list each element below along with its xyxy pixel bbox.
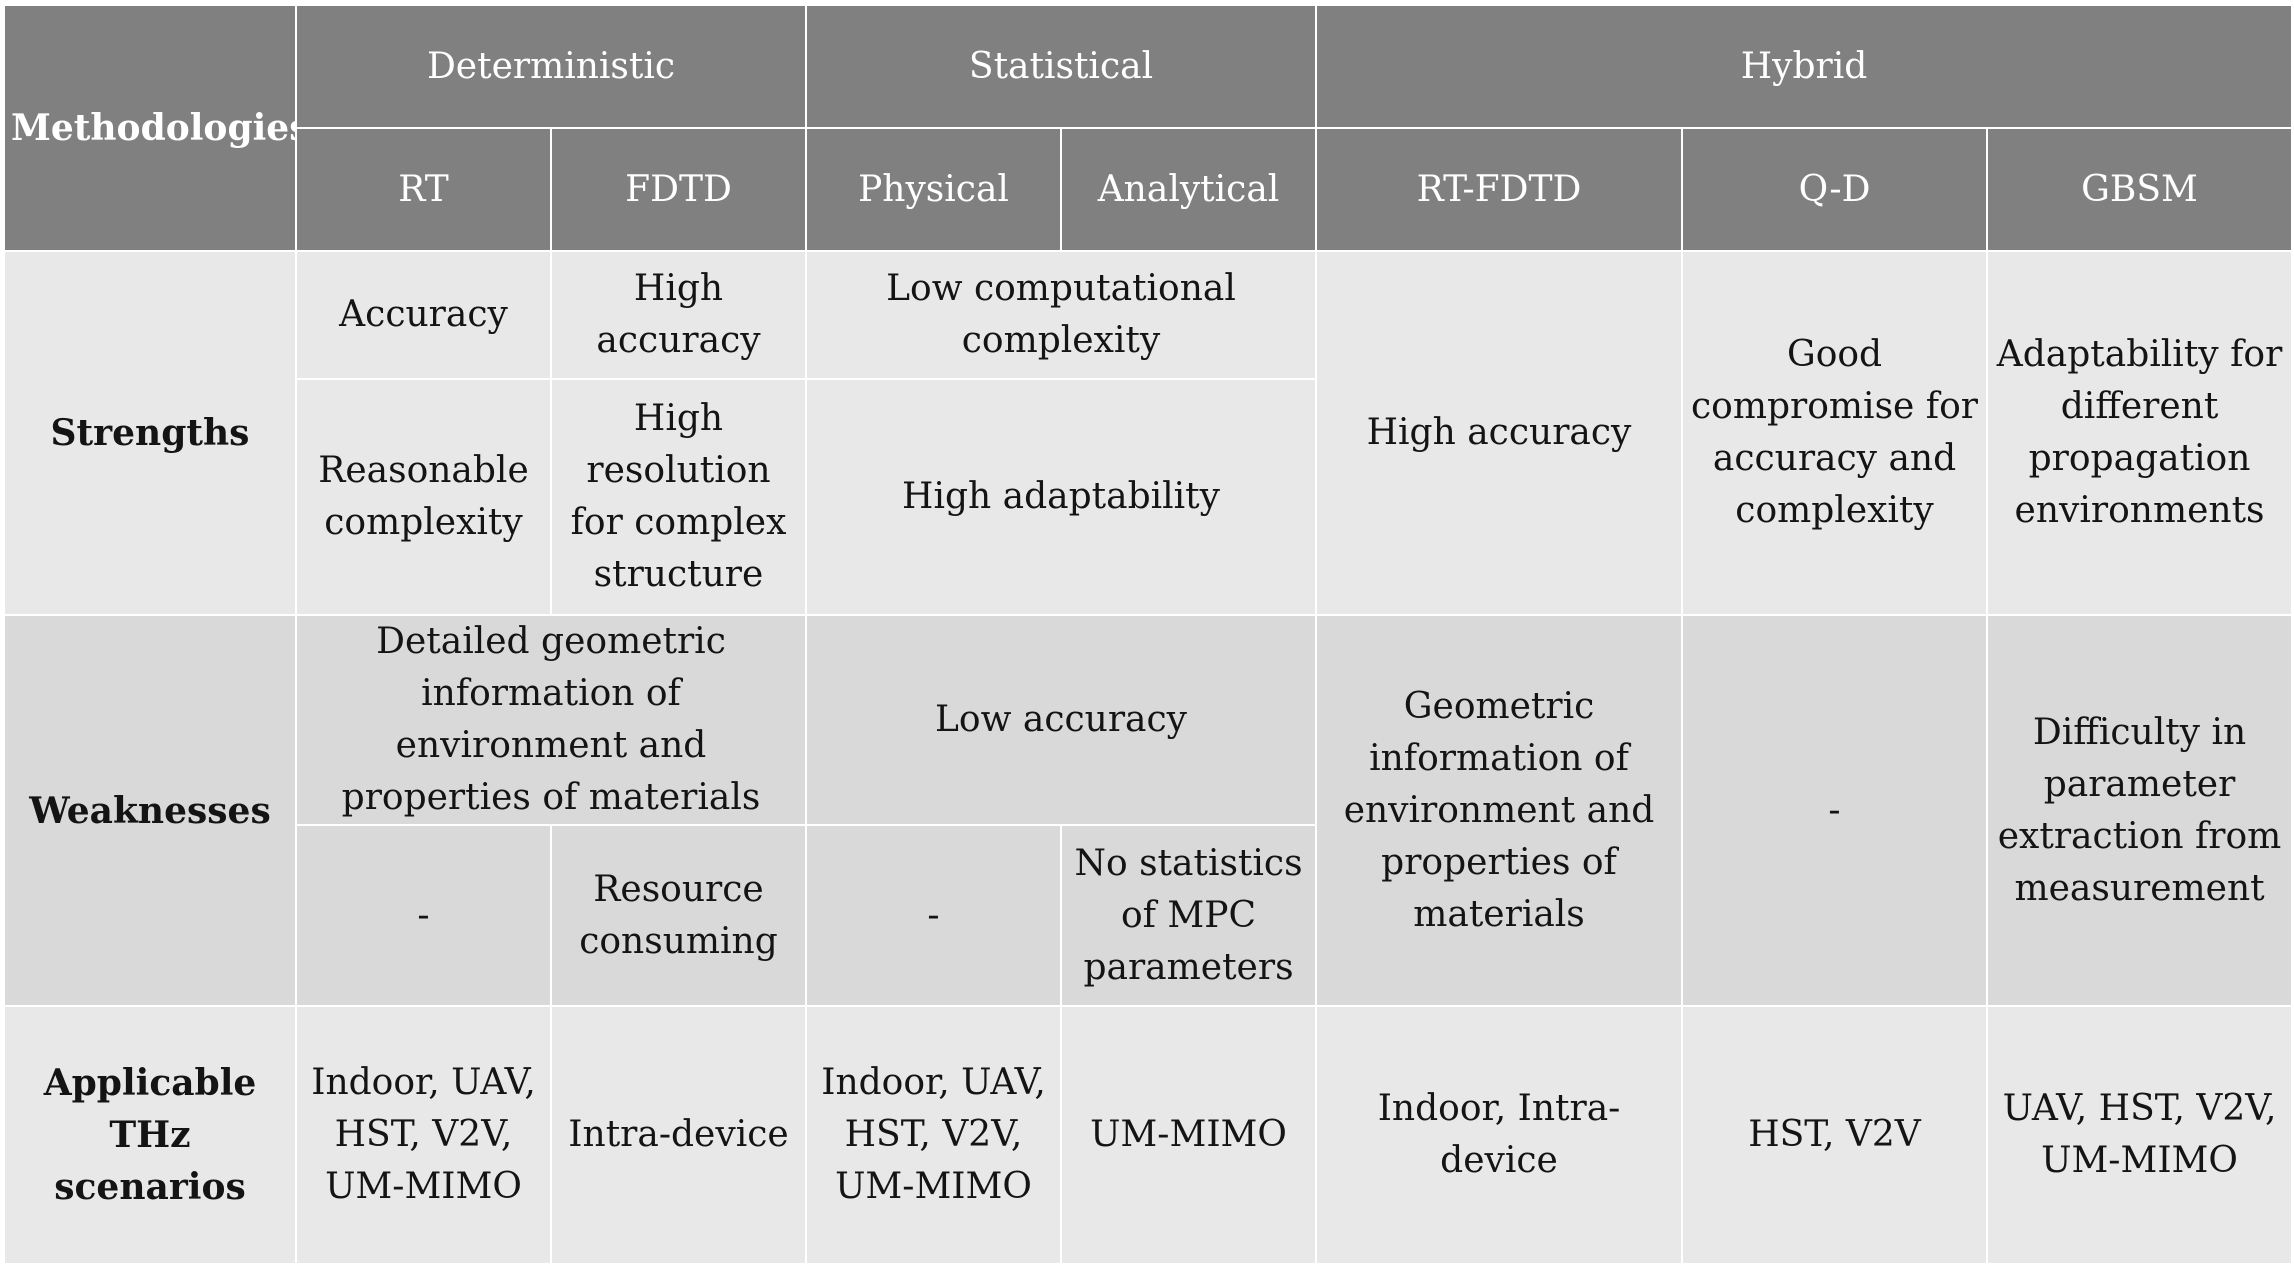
row-label-strengths: Strengths bbox=[3, 250, 297, 616]
weaknesses-qd: - bbox=[1681, 614, 1989, 1007]
strengths-row-2: Reasonable complexity High resolution fo… bbox=[4, 378, 2292, 616]
header-row-groups: Methodologies Deterministic Statistical … bbox=[3, 4, 2294, 252]
scenarios-gbsm: UAV, HST, V2V, UM-MIMO bbox=[1986, 1005, 2294, 1265]
strengths-rt-1: Accuracy bbox=[295, 250, 552, 380]
group-header-hybrid: Hybrid bbox=[1315, 4, 2294, 129]
strengths-row-1: Strengths Accuracy High accuracy Low com… bbox=[3, 250, 2294, 616]
weaknesses-fdtd-2: Resource consuming bbox=[550, 824, 807, 1007]
corner-header-methodologies: Methodologies bbox=[3, 4, 297, 252]
scenarios-row: Applicable THz scenarios Indoor, UAV, HS… bbox=[3, 1005, 2294, 1265]
weaknesses-rt-fdtd: Geometric information of environment and… bbox=[1315, 614, 1684, 1007]
scenarios-physical: Indoor, UAV, HST, V2V, UM-MIMO bbox=[805, 1005, 1062, 1265]
weaknesses-physical-2: - bbox=[805, 824, 1062, 1007]
row-label-scenarios: Applicable THz scenarios bbox=[3, 1005, 297, 1265]
strengths-statistical-2: High adaptability bbox=[804, 378, 1318, 616]
method-header-gbsm: GBSM bbox=[1986, 127, 2294, 252]
method-header-physical: Physical bbox=[805, 127, 1062, 252]
strengths-statistical-1: Low computational complexity bbox=[804, 250, 1318, 380]
scenarios-fdtd: Intra-device bbox=[550, 1005, 807, 1265]
weaknesses-gbsm: Difficulty in parameter extraction from … bbox=[1986, 614, 2294, 1007]
strengths-fdtd-1: High accuracy bbox=[550, 250, 807, 380]
header-row-methods: RT FDTD Physical Analytical RT-FDTD Q-D … bbox=[4, 127, 2294, 252]
method-header-fdtd: FDTD bbox=[550, 127, 807, 252]
weaknesses-deterministic-1: Detailed geometric information of enviro… bbox=[295, 614, 807, 826]
scenarios-rt-fdtd: Indoor, Intra-device bbox=[1315, 1005, 1684, 1265]
group-header-deterministic: Deterministic bbox=[295, 4, 807, 129]
channel-modeling-comparison-table: Methodologies Deterministic Statistical … bbox=[3, 4, 2294, 1265]
weaknesses-statistical-1: Low accuracy bbox=[804, 614, 1318, 826]
method-header-rt: RT bbox=[295, 127, 552, 252]
weaknesses-row-1: Weaknesses Detailed geometric informatio… bbox=[3, 614, 2294, 1007]
weaknesses-row-2: - Resource consuming - No statistics of … bbox=[4, 824, 2292, 1007]
method-header-rt-fdtd: RT-FDTD bbox=[1315, 127, 1684, 252]
scenarios-analytical: UM-MIMO bbox=[1059, 1005, 1318, 1265]
weaknesses-rt-2: - bbox=[295, 824, 552, 1007]
weaknesses-analytical-2: No statistics of MPC parameters bbox=[1059, 824, 1318, 1007]
strengths-qd: Good compromise for accuracy and complex… bbox=[1681, 250, 1989, 616]
strengths-fdtd-2: High resolution for complex structure bbox=[550, 378, 807, 616]
comparison-table-wrapper: Methodologies Deterministic Statistical … bbox=[3, 4, 2294, 1265]
method-header-qd: Q-D bbox=[1681, 127, 1989, 252]
strengths-gbsm: Adaptability for different propagation e… bbox=[1986, 250, 2294, 616]
scenarios-rt: Indoor, UAV, HST, V2V, UM-MIMO bbox=[295, 1005, 552, 1265]
scenarios-qd: HST, V2V bbox=[1681, 1005, 1989, 1265]
strengths-rt-fdtd: High accuracy bbox=[1315, 250, 1684, 616]
group-header-statistical: Statistical bbox=[804, 4, 1318, 129]
strengths-rt-2: Reasonable complexity bbox=[295, 378, 552, 616]
row-label-weaknesses: Weaknesses bbox=[3, 614, 297, 1007]
method-header-analytical: Analytical bbox=[1059, 127, 1318, 252]
